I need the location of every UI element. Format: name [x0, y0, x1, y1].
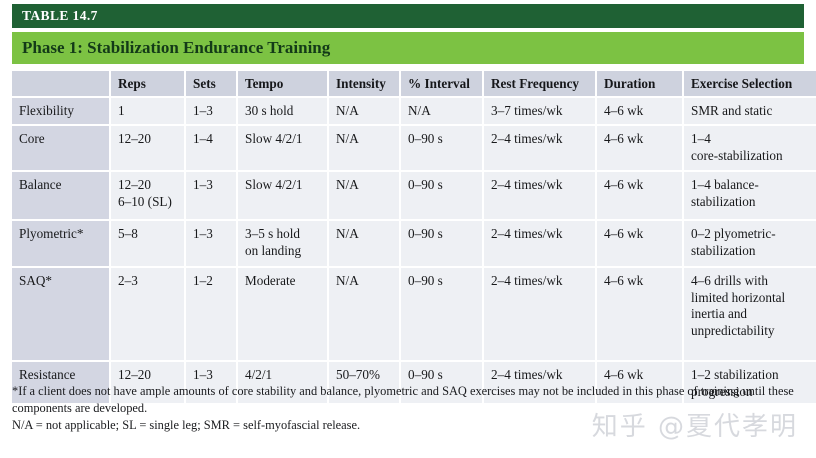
cell-duration: 4–6 wk — [597, 172, 682, 219]
row-label: SAQ* — [12, 268, 109, 360]
table-footnotes: *If a client does not have ample amounts… — [12, 383, 804, 434]
cell-reps: 12–20 — [111, 362, 184, 403]
cell-rest-frequency: 2–4 times/wk — [484, 172, 595, 219]
cell-interval: 0–90 s — [401, 362, 482, 403]
cell-tempo: Slow 4/2/1 — [238, 172, 327, 219]
column-header-interval: % Interval — [401, 71, 482, 96]
row-label: Flexibility — [12, 98, 109, 124]
row-label: Plyometric* — [12, 221, 109, 266]
cell-duration: 4–6 wk — [597, 98, 682, 124]
cell-exercise-selection: SMR and static — [684, 98, 816, 124]
cell-sets: 1–3 — [186, 172, 236, 219]
table-row: Flexibility 1 1–3 30 s hold N/A N/A 3–7 … — [12, 98, 816, 124]
cell-exercise-selection: 1–4 balance-stabilization — [684, 172, 816, 219]
cell-reps: 2–3 — [111, 268, 184, 360]
cell-duration: 4–6 wk — [597, 362, 682, 403]
column-header-intensity: Intensity — [329, 71, 399, 96]
cell-interval: 0–90 s — [401, 221, 482, 266]
cell-duration: 4–6 wk — [597, 126, 682, 170]
footnote-abbreviations: N/A = not applicable; SL = single leg; S… — [12, 418, 361, 432]
cell-intensity: N/A — [329, 126, 399, 170]
cell-rest-frequency: 2–4 times/wk — [484, 221, 595, 266]
cell-intensity: 50–70% — [329, 362, 399, 403]
cell-reps: 1 — [111, 98, 184, 124]
cell-sets: 1–3 — [186, 362, 236, 403]
zhihu-watermark: 知乎 @夏代孝明 — [591, 412, 798, 442]
column-header-exercise-selection: Exercise Selection — [684, 71, 816, 96]
row-label: Resistance — [12, 362, 109, 403]
cell-rest-frequency: 3–7 times/wk — [484, 98, 595, 124]
table-number-bar: TABLE 14.7 — [12, 4, 804, 28]
cell-sets: 1–2 — [186, 268, 236, 360]
table-title: Phase 1: Stabilization Endurance Trainin… — [22, 38, 331, 57]
cell-sets: 1–3 — [186, 221, 236, 266]
table-header-row: Reps Sets Tempo Intensity % Interval Res… — [12, 71, 816, 96]
cell-intensity: N/A — [329, 98, 399, 124]
cell-reps: 12–20 — [111, 126, 184, 170]
cell-interval: 0–90 s — [401, 172, 482, 219]
row-label: Balance — [12, 172, 109, 219]
cell-rest-frequency: 2–4 times/wk — [484, 268, 595, 360]
cell-exercise-selection: 1–2 stabilization progression — [684, 362, 816, 403]
cell-exercise-selection: 4–6 drills with limited horizontal inertia… — [684, 268, 816, 360]
cell-interval: 0–90 s — [401, 126, 482, 170]
table-row: Balance 12–20 6–10 (SL) 1–3 Slow 4/2/1 N/… — [12, 172, 816, 219]
cell-tempo: 30 s hold — [238, 98, 327, 124]
column-header-tempo: Tempo — [238, 71, 327, 96]
table-row: SAQ* 2–3 1–2 Moderate N/A 0–90 s 2–4 tim… — [12, 268, 816, 360]
table-title-bar: Phase 1: Stabilization Endurance Trainin… — [12, 32, 804, 64]
cell-rest-frequency: 2–4 times/wk — [484, 126, 595, 170]
cell-rest-frequency: 2–4 times/wk — [484, 362, 595, 403]
column-header-sets: Sets — [186, 71, 236, 96]
row-label: Core — [12, 126, 109, 170]
table-row: Resistance 12–20 1–3 4/2/1 50–70% 0–90 s… — [12, 362, 816, 403]
cell-interval: 0–90 s — [401, 268, 482, 360]
cell-intensity: N/A — [329, 172, 399, 219]
cell-reps: 12–20 6–10 (SL) — [111, 172, 184, 219]
cell-intensity: N/A — [329, 221, 399, 266]
table-row: Plyometric* 5–8 1–3 3–5 s hold on landing… — [12, 221, 816, 266]
cell-intensity: N/A — [329, 268, 399, 360]
cell-tempo: 3–5 s hold on landing — [238, 221, 327, 266]
cell-tempo: 4/2/1 — [238, 362, 327, 403]
column-header-reps: Reps — [111, 71, 184, 96]
cell-sets: 1–3 — [186, 98, 236, 124]
footnote-asterisk: *If a client does not have ample amounts… — [12, 384, 794, 415]
cell-exercise-selection: 0–2 plyometric-stabilization — [684, 221, 816, 266]
cell-tempo: Moderate — [238, 268, 327, 360]
table-row: Core 12–20 1–4 Slow 4/2/1 N/A 0–90 s 2–4… — [12, 126, 816, 170]
cell-exercise-selection: 1–4 core-stabilization — [684, 126, 816, 170]
cell-duration: 4–6 wk — [597, 268, 682, 360]
data-table: Reps Sets Tempo Intensity % Interval Res… — [12, 71, 816, 405]
cell-tempo: Slow 4/2/1 — [238, 126, 327, 170]
cell-sets: 1–4 — [186, 126, 236, 170]
table-number-label: TABLE 14.7 — [22, 8, 98, 23]
cell-duration: 4–6 wk — [597, 221, 682, 266]
column-header-duration: Duration — [597, 71, 682, 96]
cell-interval: N/A — [401, 98, 482, 124]
column-header-rest-frequency: Rest Frequency — [484, 71, 595, 96]
cell-reps: 5–8 — [111, 221, 184, 266]
column-header-stub — [12, 71, 109, 96]
